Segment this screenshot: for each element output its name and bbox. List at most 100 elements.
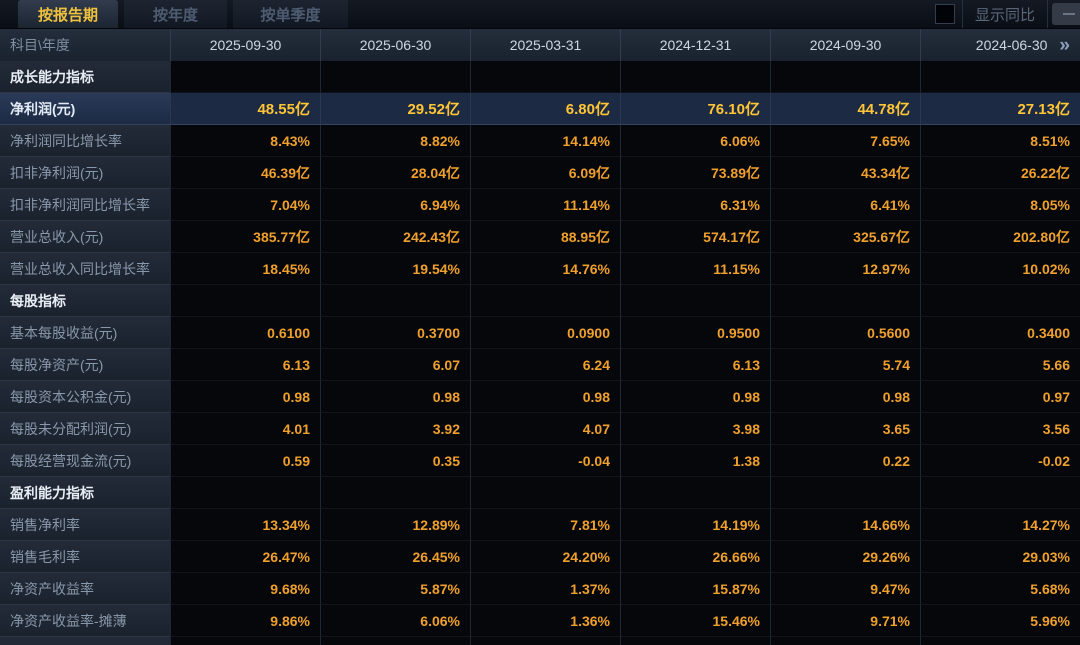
table-cell <box>170 285 320 317</box>
data-row[interactable]: 营业总收入(元) 385.77亿 242.43亿 88.95亿 574.17亿 325.6… <box>0 221 1080 253</box>
row-label: 销售净利率 <box>0 509 170 541</box>
tab-annual[interactable]: 按年度 <box>124 0 227 28</box>
table-cell: 14.76% <box>470 253 620 285</box>
table-cell: 14.19% <box>620 509 770 541</box>
table-cell: 9.68% <box>170 573 320 605</box>
filler-row <box>0 637 1080 645</box>
table-cell: 325.67亿 <box>770 221 920 253</box>
table-cell <box>470 285 620 317</box>
table-cell: 1.38 <box>620 445 770 477</box>
table-cell: 0.0900 <box>470 317 620 349</box>
table-cell: 14.27% <box>920 509 1080 541</box>
data-row[interactable]: 销售毛利率 26.47% 26.45% 24.20% 26.66% 29.26% 29.03… <box>0 541 1080 573</box>
data-row[interactable]: 净资产收益率 9.68% 5.87% 1.37% 15.87% 9.47% 5.68% <box>0 573 1080 605</box>
column-header: 2024-06-30 » <box>920 29 1080 61</box>
data-row[interactable]: 扣非净利润同比增长率 7.04% 6.94% 11.14% 6.31% 6.41% 8.05… <box>0 189 1080 221</box>
table-cell: -0.04 <box>470 445 620 477</box>
table-cell: 0.3700 <box>320 317 470 349</box>
table-cell: 574.17亿 <box>620 221 770 253</box>
data-row[interactable]: 每股资本公积金(元) 0.98 0.98 0.98 0.98 0.98 0.97 <box>0 381 1080 413</box>
data-row[interactable]: 净资产收益率-摊薄 9.86% 6.06% 1.36% 15.46% 9.71% 5.96% <box>0 605 1080 637</box>
table-cell <box>170 477 320 509</box>
table-cell: 5.87% <box>320 573 470 605</box>
table-cell: 26.45% <box>320 541 470 573</box>
table-cell <box>470 637 620 645</box>
data-row[interactable]: 净利润同比增长率 8.43% 8.82% 14.14% 6.06% 7.65% 8.51% <box>0 125 1080 157</box>
table-cell <box>620 285 770 317</box>
data-row[interactable]: 每股未分配利润(元) 4.01 3.92 4.07 3.98 3.65 3.56 <box>0 413 1080 445</box>
column-header: 2025-03-31 <box>470 29 620 61</box>
tab-single-quarter[interactable]: 按单季度 <box>233 0 348 28</box>
table-cell: 29.26% <box>770 541 920 573</box>
table-cell: 0.97 <box>920 381 1080 413</box>
table-cell: 0.6100 <box>170 317 320 349</box>
table-cell <box>620 637 770 645</box>
table-cell: 5.96% <box>920 605 1080 637</box>
table-cell: 8.43% <box>170 125 320 157</box>
table-cell <box>170 637 320 645</box>
table-cell: 29.52亿 <box>320 93 470 125</box>
table-cell <box>770 477 920 509</box>
tab-report-period[interactable]: 按报告期 <box>18 0 118 28</box>
table-cell: 12.89% <box>320 509 470 541</box>
table-cell <box>320 477 470 509</box>
table-header-row: 科目\年度 2025-09-30 2025-06-30 2025-03-31 2024… <box>0 29 1080 61</box>
column-header-date: 2024-12-31 <box>659 37 732 53</box>
table-cell <box>770 61 920 93</box>
table-cell: 1.36% <box>470 605 620 637</box>
section-row: 每股指标 <box>0 285 1080 317</box>
row-label: 净资产收益率-摊薄 <box>0 605 170 637</box>
table-cell: 9.86% <box>170 605 320 637</box>
table-cell <box>170 61 320 93</box>
column-header: 2024-12-31 <box>620 29 770 61</box>
column-header-date: 2024-09-30 <box>809 37 882 53</box>
table-cell: 6.94% <box>320 189 470 221</box>
table-cell <box>620 61 770 93</box>
show-yoy-label[interactable]: 显示同比 <box>961 0 1048 28</box>
table-cell: 18.45% <box>170 253 320 285</box>
table-cell: 0.98 <box>620 381 770 413</box>
table-cell: 0.9500 <box>620 317 770 349</box>
table-cell: 0.98 <box>170 381 320 413</box>
next-columns-icon[interactable]: » <box>1059 34 1070 56</box>
row-label: 基本每股收益(元) <box>0 317 170 349</box>
table-cell: 14.14% <box>470 125 620 157</box>
data-row[interactable]: 销售净利率 13.34% 12.89% 7.81% 14.19% 14.66% 14.27% <box>0 509 1080 541</box>
table-cell: 3.65 <box>770 413 920 445</box>
row-label: 每股未分配利润(元) <box>0 413 170 445</box>
table-cell: 6.31% <box>620 189 770 221</box>
table-cell: 8.05% <box>920 189 1080 221</box>
data-row[interactable]: 营业总收入同比增长率 18.45% 19.54% 14.76% 11.15% 12.97%… <box>0 253 1080 285</box>
table-body: 成长能力指标 净利润(元) 48.55亿 29.52亿 6.80亿 76.10亿 44.78… <box>0 61 1080 645</box>
table-cell: 26.66% <box>620 541 770 573</box>
yoy-controls: 显示同比 <box>934 0 1080 28</box>
data-row[interactable]: 每股净资产(元) 6.13 6.07 6.24 6.13 5.74 5.66 <box>0 349 1080 381</box>
table-cell: 6.06% <box>620 125 770 157</box>
data-row[interactable]: 基本每股收益(元) 0.6100 0.3700 0.0900 0.9500 0.5600 0… <box>0 317 1080 349</box>
data-row[interactable]: 每股经营现金流(元) 0.59 0.35 -0.04 1.38 0.22 -0.02 <box>0 445 1080 477</box>
table-cell: 15.46% <box>620 605 770 637</box>
table-cell: 14.66% <box>770 509 920 541</box>
table-cell <box>320 285 470 317</box>
data-row[interactable]: 扣非净利润(元) 46.39亿 28.04亿 6.09亿 73.89亿 43.34亿 26.… <box>0 157 1080 189</box>
data-row[interactable]: 净利润(元) 48.55亿 29.52亿 6.80亿 76.10亿 44.78亿 27.13… <box>0 93 1080 125</box>
show-yoy-checkbox[interactable] <box>934 4 955 24</box>
table-cell: 3.92 <box>320 413 470 445</box>
corner-label: 科目\年度 <box>10 37 70 53</box>
table-cell: 0.3400 <box>920 317 1080 349</box>
table-cell: 73.89亿 <box>620 157 770 189</box>
table-cell: 6.07 <box>320 349 470 381</box>
row-label: 成长能力指标 <box>0 61 170 93</box>
table-cell: 3.98 <box>620 413 770 445</box>
table-cell: 76.10亿 <box>620 93 770 125</box>
collapse-button[interactable] <box>1052 3 1080 25</box>
table-cell: 43.34亿 <box>770 157 920 189</box>
table-cell: 0.98 <box>470 381 620 413</box>
table-cell: 202.80亿 <box>920 221 1080 253</box>
table-cell: 7.65% <box>770 125 920 157</box>
table-cell: 7.81% <box>470 509 620 541</box>
section-row: 盈利能力指标 <box>0 477 1080 509</box>
table-cell <box>770 285 920 317</box>
table-cell <box>320 637 470 645</box>
row-label: 净利润(元) <box>0 93 170 125</box>
